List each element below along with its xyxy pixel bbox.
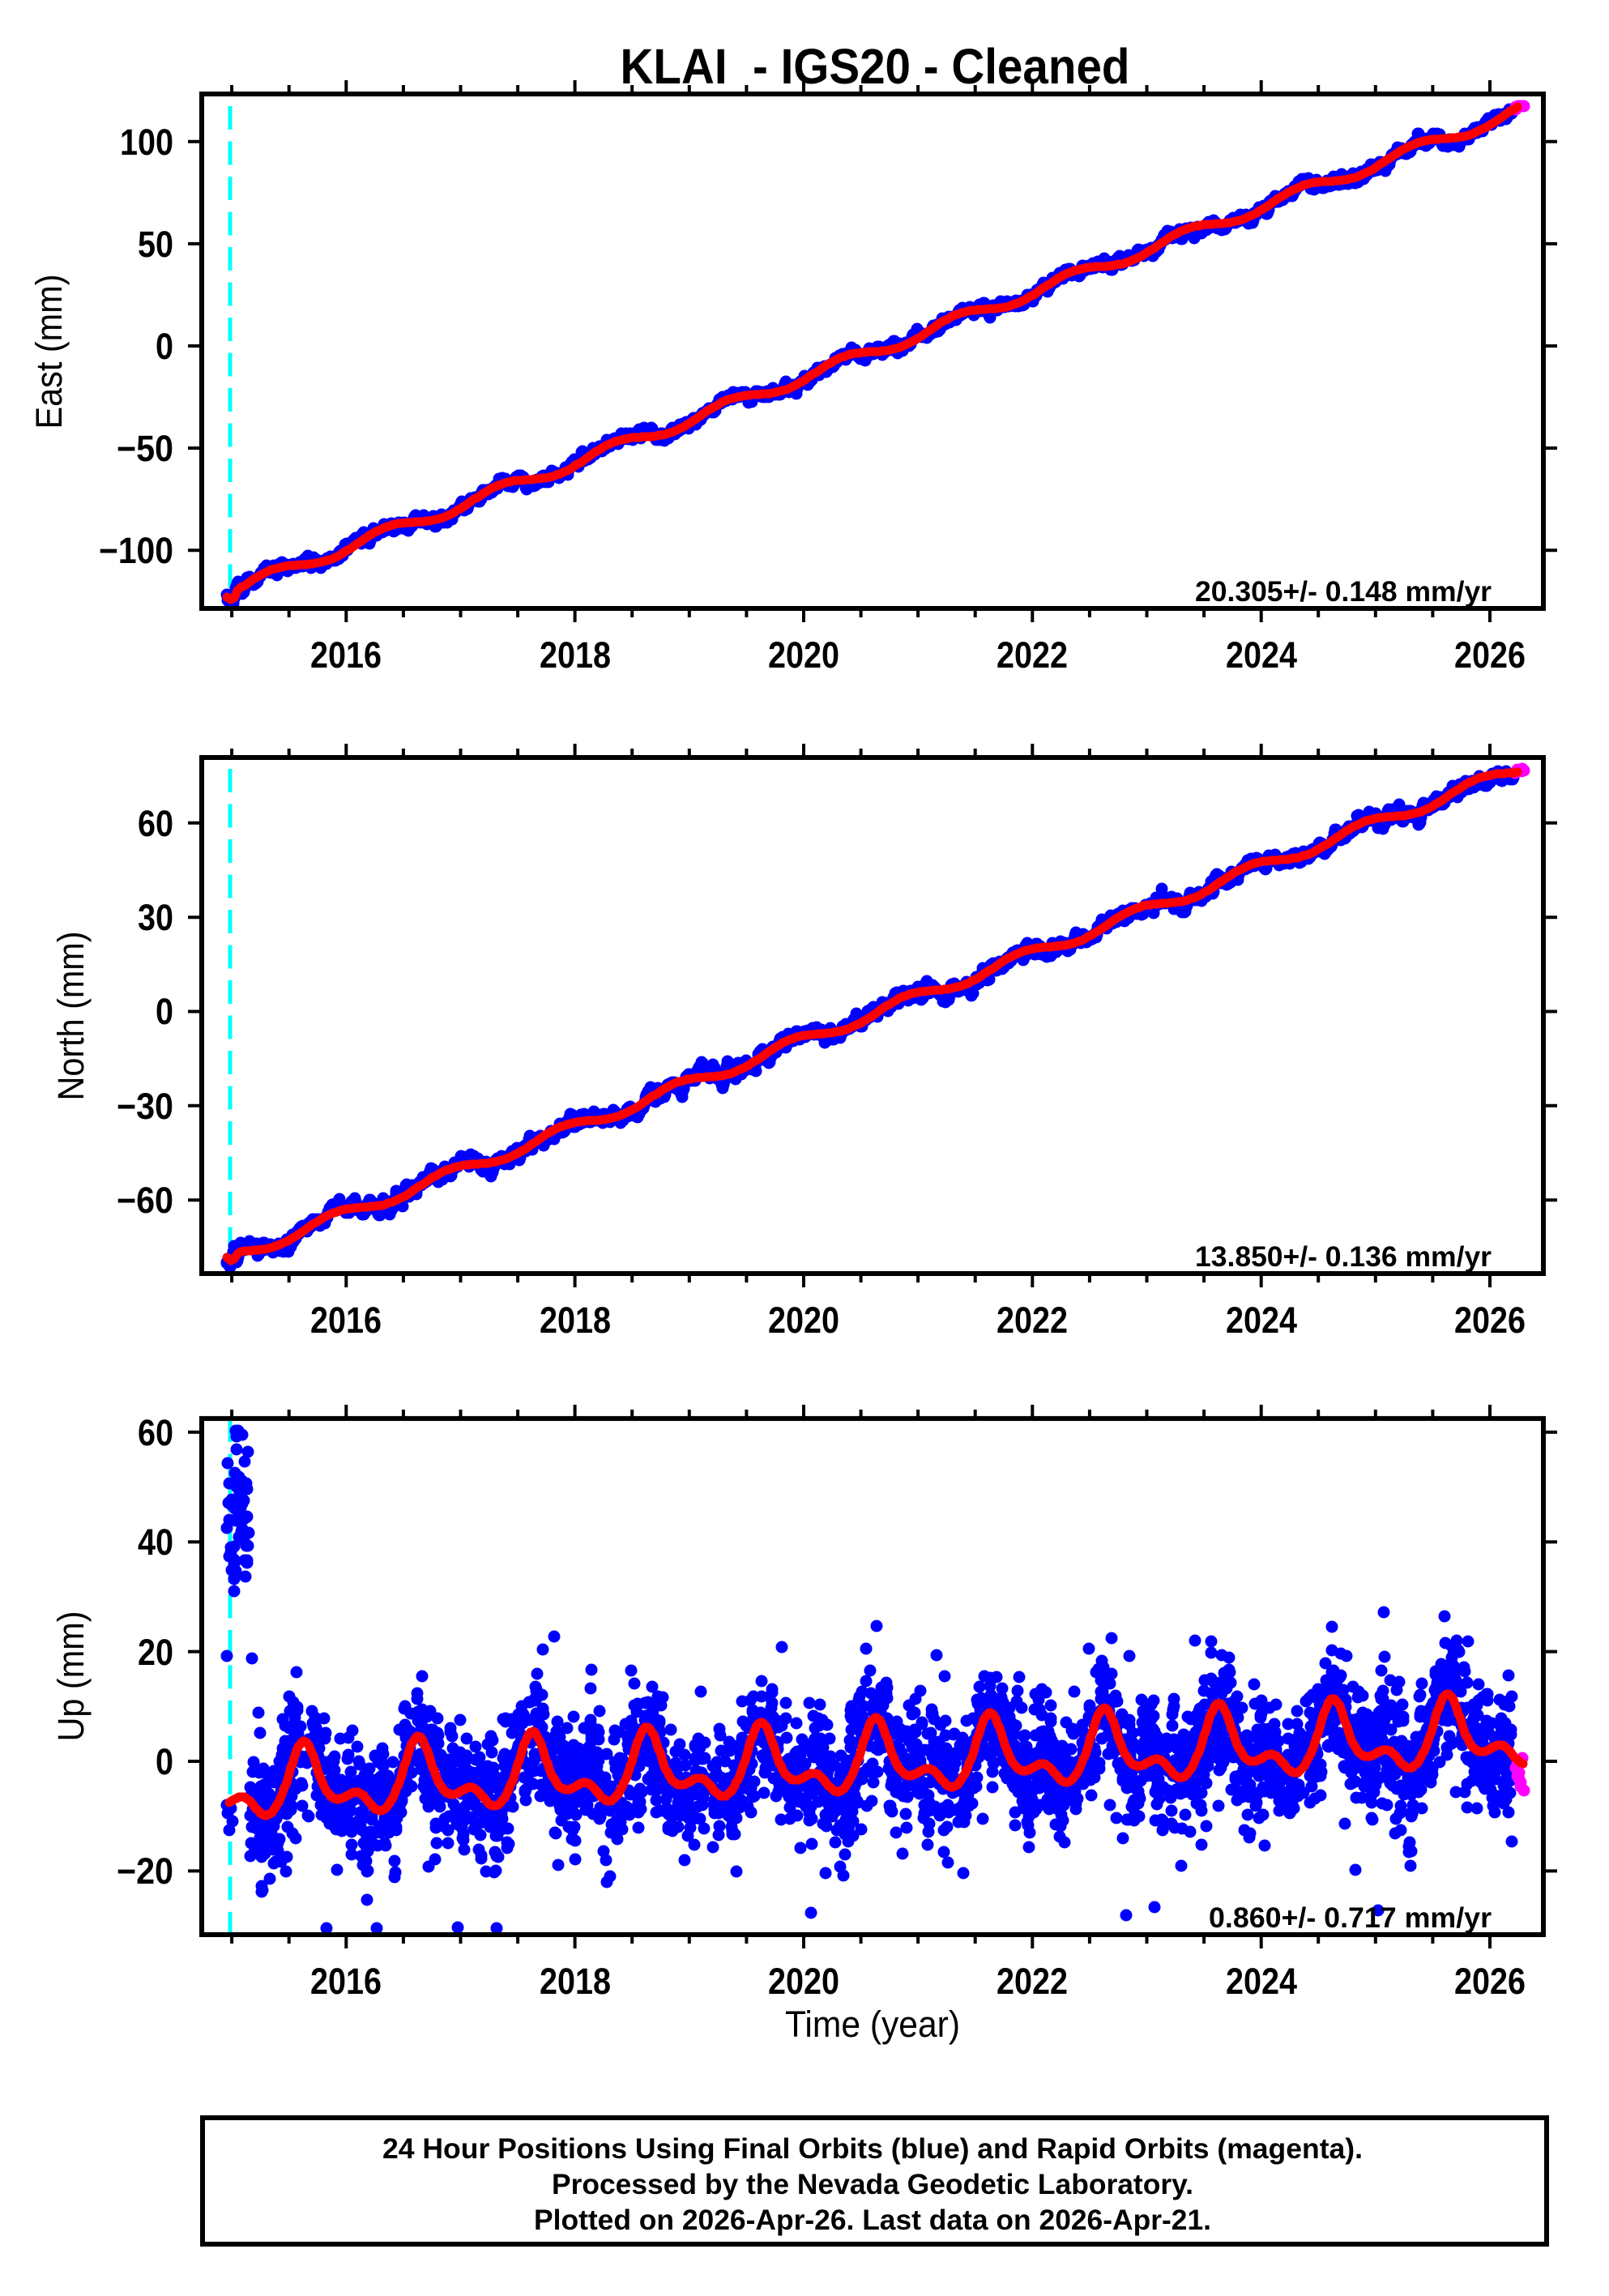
svg-text:2016: 2016 [310, 634, 382, 676]
svg-text:East (mm): East (mm) [28, 275, 70, 429]
svg-text:30: 30 [138, 897, 173, 938]
svg-text:0.860+/- 0.717 mm/yr: 0.860+/- 0.717 mm/yr [1209, 1902, 1492, 1934]
svg-text:2024: 2024 [1226, 634, 1297, 676]
svg-text:0: 0 [156, 1741, 173, 1782]
svg-text:0: 0 [156, 326, 173, 367]
svg-text:−50: −50 [117, 428, 173, 469]
svg-text:Up (mm): Up (mm) [50, 1611, 92, 1742]
svg-text:0: 0 [156, 991, 173, 1032]
svg-text:North (mm): North (mm) [50, 932, 92, 1101]
svg-text:Time (year): Time (year) [785, 2004, 960, 2045]
svg-text:2024: 2024 [1226, 1961, 1297, 2002]
svg-text:2022: 2022 [997, 1961, 1068, 2002]
svg-text:2018: 2018 [540, 1961, 611, 2002]
svg-text:2016: 2016 [310, 1961, 382, 2002]
svg-text:−60: −60 [117, 1180, 173, 1221]
svg-text:2020: 2020 [768, 1961, 839, 2002]
svg-text:2026: 2026 [1454, 1961, 1526, 2002]
svg-text:2018: 2018 [540, 634, 611, 676]
svg-text:60: 60 [138, 1412, 173, 1453]
svg-text:20.305+/- 0.148 mm/yr: 20.305+/- 0.148 mm/yr [1195, 576, 1492, 608]
svg-text:60: 60 [138, 803, 173, 844]
svg-text:2020: 2020 [768, 634, 839, 676]
svg-text:−30: −30 [117, 1086, 173, 1127]
svg-text:2016: 2016 [310, 1300, 382, 1341]
svg-text:2022: 2022 [997, 634, 1068, 676]
svg-text:−100: −100 [99, 530, 173, 571]
svg-text:2024: 2024 [1226, 1300, 1297, 1341]
svg-text:2026: 2026 [1454, 1300, 1526, 1341]
svg-text:Processed by the Nevada Geodet: Processed by the Nevada Geodetic Laborat… [552, 2169, 1193, 2200]
svg-text:40: 40 [138, 1521, 173, 1563]
svg-text:20: 20 [138, 1632, 173, 1673]
svg-text:KLAI - IGS20 - Cleaned: KLAI - IGS20 - Cleaned [621, 39, 1130, 94]
svg-text:2018: 2018 [540, 1300, 611, 1341]
svg-text:2026: 2026 [1454, 634, 1526, 676]
svg-text:Plotted on 2026-Apr-26. Last d: Plotted on 2026-Apr-26. Last data on 202… [534, 2204, 1211, 2236]
svg-text:50: 50 [138, 224, 173, 265]
svg-text:13.850+/- 0.136 mm/yr: 13.850+/- 0.136 mm/yr [1195, 1241, 1492, 1273]
svg-text:2020: 2020 [768, 1300, 839, 1341]
svg-text:100: 100 [120, 122, 173, 163]
svg-text:24 Hour Positions Using Final: 24 Hour Positions Using Final Orbits (bl… [382, 2133, 1363, 2165]
svg-text:2022: 2022 [997, 1300, 1068, 1341]
svg-text:−20: −20 [117, 1850, 173, 1892]
